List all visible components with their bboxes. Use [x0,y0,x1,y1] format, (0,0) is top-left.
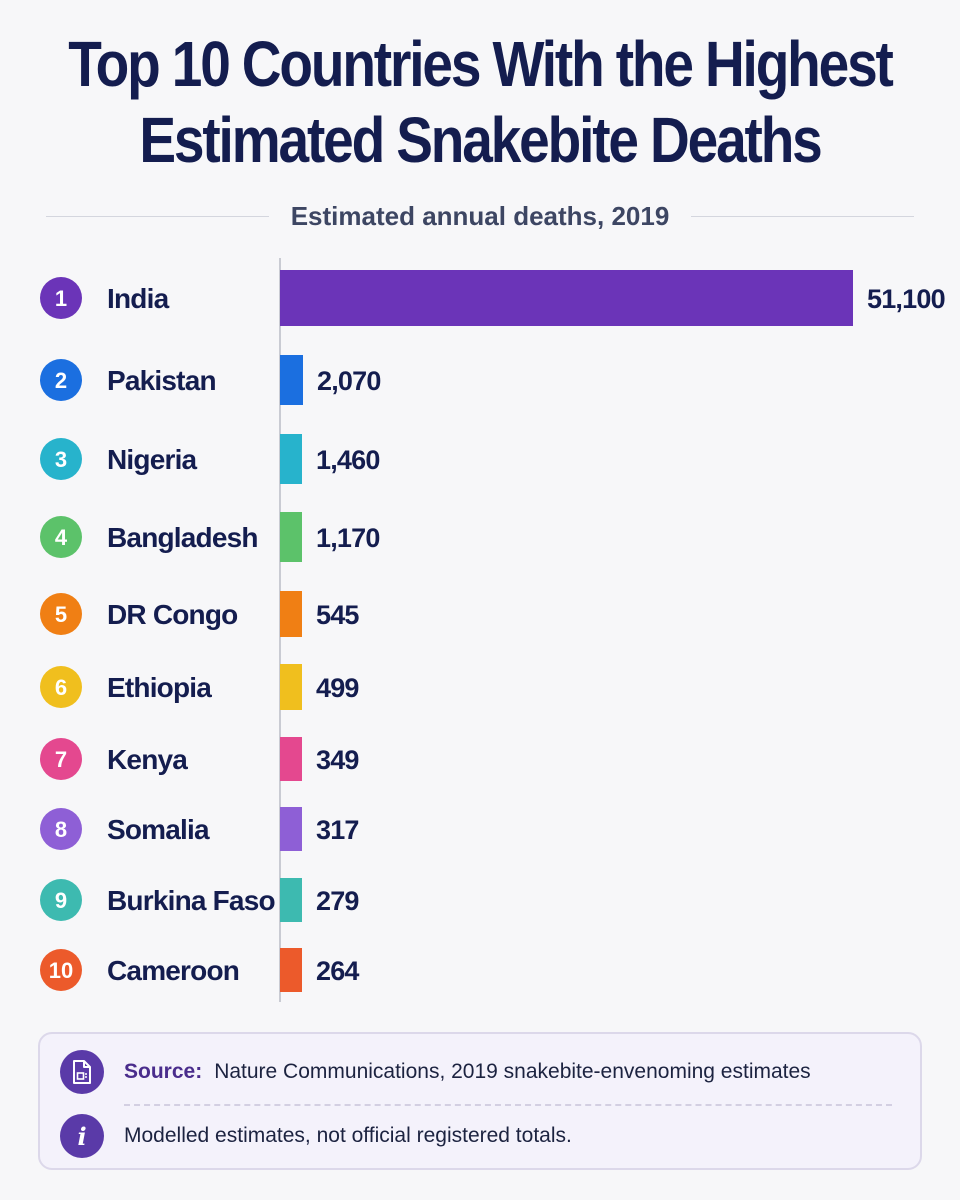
rank-badge [40,808,82,850]
category-label: Nigeria [107,444,198,475]
rank-number: 2 [55,368,67,393]
source-label: Source: [124,1060,203,1083]
rank-badge [40,516,82,558]
rank-badge [40,879,82,921]
bar-chart: 1 India 51,100 2 Pakistan 2,070 3 Nigeria 1,460 4… [40,258,946,1002]
category-label: DR Congo [107,599,238,630]
category-label: Kenya [107,744,188,775]
bar [280,270,853,326]
info-icon: i [60,1114,104,1158]
rank-number: 6 [55,675,67,700]
category-label: Pakistan [107,365,216,396]
category-label: India [107,283,170,314]
rank-badge [40,438,82,480]
source-divider [124,1104,892,1106]
bar [280,355,303,405]
rank-number: 3 [55,447,67,472]
bar [280,664,302,710]
document-icon [60,1050,104,1094]
note-row: i Modelled estimates, not official regis… [60,1112,896,1160]
chart-subtitle: Estimated annual deaths, 2019 [290,200,670,231]
bar [280,878,302,922]
category-label: Ethiopia [107,672,212,703]
rank-number: 5 [55,602,67,627]
category-label: Burkina Faso [107,885,275,916]
data-label: 317 [316,815,359,845]
rank-number: 9 [55,888,67,913]
rank-number: 1 [55,286,67,311]
category-label: Bangladesh [107,522,258,553]
data-label: 279 [316,886,359,916]
rank-badge [40,949,82,991]
bar [280,434,302,484]
subtitle-rule-left [46,215,269,217]
data-label: 349 [316,745,359,775]
data-label: 51,100 [867,284,945,314]
chart-title-text: Top 10 Countries With the Highest Estima… [68,28,894,176]
data-label: 545 [316,600,359,630]
note-text: Modelled estimates, not official registe… [124,1124,572,1147]
category-label: Somalia [107,814,210,845]
chart-title: Top 10 Countries With the Highest Estima… [67,26,894,178]
source-row: Source: Nature Communications, 2019 snak… [60,1048,896,1096]
rank-number: 10 [49,958,73,983]
source-box: Source: Nature Communications, 2019 snak… [38,1032,922,1170]
source-text: Nature Communications, 2019 snakebite-en… [214,1060,811,1083]
subtitle-row: Estimated annual deaths, 2019 [46,196,914,236]
data-label: 1,460 [316,445,380,475]
data-label: 1,170 [316,523,380,553]
bar [280,807,302,851]
rank-badge [40,277,82,319]
rank-number: 4 [55,525,68,550]
rank-badge [40,593,82,635]
rank-badge [40,666,82,708]
data-label: 264 [316,956,359,986]
data-label: 2,070 [317,366,381,396]
data-label: 499 [316,673,359,703]
rank-badge [40,738,82,780]
rank-number: 8 [55,817,67,842]
bar [280,737,302,781]
subtitle-rule-right [691,215,914,217]
bar [280,591,302,637]
rank-badge [40,359,82,401]
bar [280,948,302,992]
category-label: Cameroon [107,955,239,986]
info-glyph: i [77,1121,87,1151]
rank-number: 7 [55,747,67,772]
bar [280,512,302,562]
